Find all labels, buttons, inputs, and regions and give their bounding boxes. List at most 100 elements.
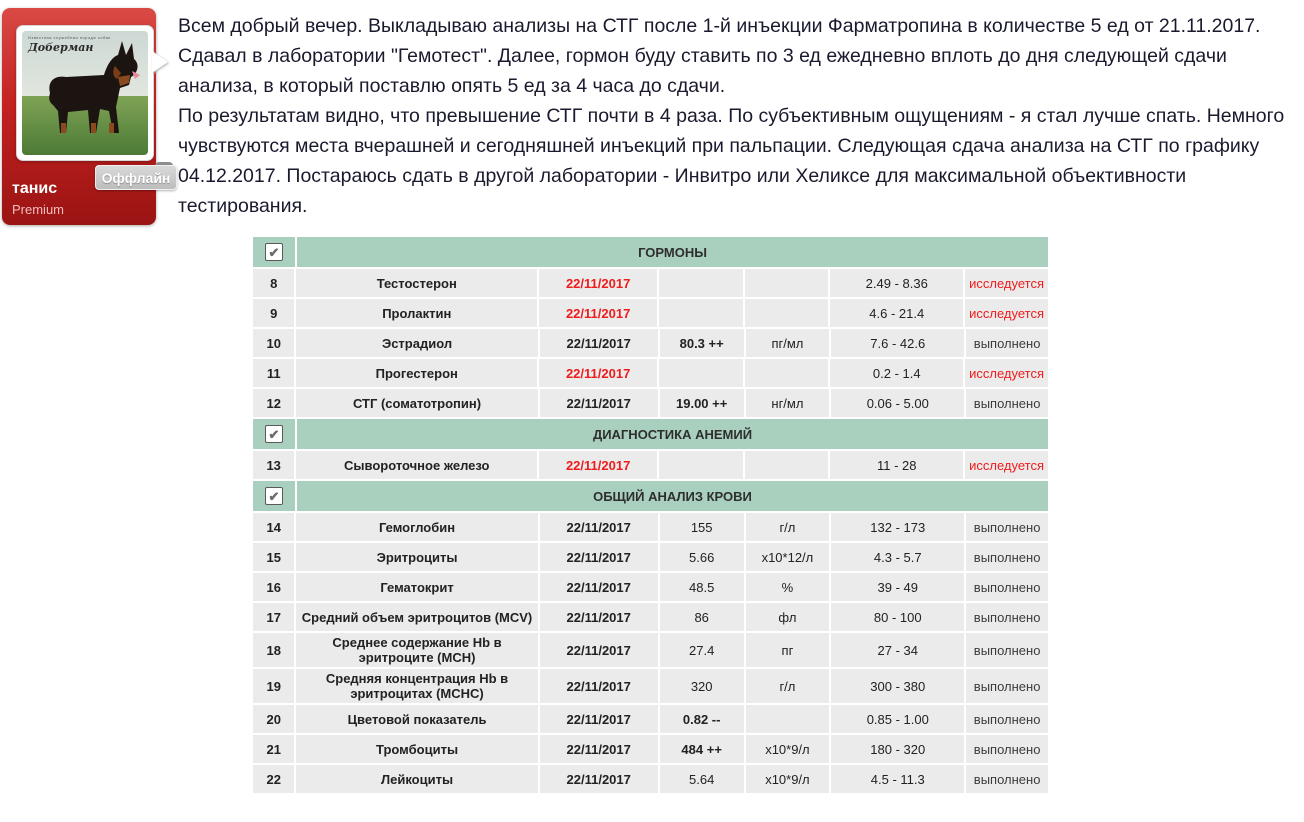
- author-premium-badge: Premium: [12, 202, 65, 217]
- result-value: [659, 299, 743, 327]
- sample-date: 22/11/2017: [539, 389, 658, 417]
- table-row[interactable]: 22 Лейкоциты 22/11/2017 5.64 х10*9/л 4.5 - 11…: [253, 765, 1049, 793]
- result-value: 484 ++: [659, 735, 744, 763]
- reference-range: 39 - 49: [831, 573, 965, 601]
- checkbox-checked-icon[interactable]: ✔: [265, 425, 283, 443]
- row-number: 15: [253, 543, 295, 571]
- sample-date: 22/11/2017: [539, 705, 658, 733]
- avatar-caption-small: Известная служебная порода собак: [28, 35, 111, 40]
- table-row[interactable]: 12 СТГ (соматотропин) 22/11/2017 19.00 ++ нг…: [253, 389, 1049, 417]
- section-header-row: ✔ ДИАГНОСТИКА АНЕМИЙ: [253, 419, 1048, 449]
- status-label: выполнено: [966, 765, 1049, 793]
- table-row[interactable]: 16 Гематокрит 22/11/2017 48.5% 39 - 49 выполн…: [253, 573, 1049, 601]
- analyte-name: СТГ (соматотропин): [296, 389, 538, 417]
- analyte-name: Тромбоциты: [296, 735, 538, 763]
- unit: [744, 359, 829, 387]
- status-label: выполнено: [966, 705, 1049, 733]
- sample-date: 22/11/2017: [539, 603, 658, 631]
- status-label: исследуется: [965, 359, 1048, 387]
- analyte-name: Пролактин: [296, 299, 538, 327]
- section-title: ГОРМОНЫ: [297, 237, 1048, 267]
- section-checkbox-cell: ✔: [253, 481, 295, 511]
- row-number: 12: [253, 389, 295, 417]
- author-card: Известная служебная порода собак Доберма…: [2, 8, 177, 225]
- unit: [744, 269, 829, 297]
- post-body: Всем добрый вечер. Выкладываю анализы на…: [178, 11, 1296, 221]
- table-row[interactable]: 14 Гемоглобин 22/11/2017 155 г/л 132 - 173 вып…: [253, 513, 1049, 541]
- table-row[interactable]: 17 Средний объем эритроцитов (MCV) 22/11/2…: [253, 603, 1049, 631]
- result-value: 5.66: [659, 543, 744, 571]
- table-row[interactable]: 20 Цветовой показатель 22/11/2017 0.82 -- 0.…: [253, 705, 1049, 733]
- status-label: выполнено: [966, 573, 1049, 601]
- analyte-name: Сывороточное железо: [296, 451, 538, 479]
- reference-range: 4.3 - 5.7: [831, 543, 965, 571]
- row-number: 8: [253, 269, 295, 297]
- analyte-name: Гемоглобин: [296, 513, 538, 541]
- analyte-name: Цветовой показатель: [296, 705, 538, 733]
- result-value: [659, 451, 743, 479]
- analyte-name: Эстрадиол: [296, 329, 538, 357]
- checkbox-checked-icon[interactable]: ✔: [265, 243, 283, 261]
- result-value: 86: [659, 603, 744, 631]
- analyte-name: Лейкоциты: [296, 765, 538, 793]
- row-number: 17: [253, 603, 295, 631]
- table-row[interactable]: 8 Тестостерон 22/11/2017 2.49 - 8.36 исследу…: [253, 269, 1048, 297]
- result-value: 80.3 ++: [659, 329, 744, 357]
- table-row[interactable]: 15 Эритроциты 22/11/2017 5.66 х10*12/л 4.3 - …: [253, 543, 1049, 571]
- sample-date: 22/11/2017: [539, 299, 658, 327]
- result-value: 0.82 --: [659, 705, 744, 733]
- post-text-paragraph: Всем добрый вечер. Выкладываю анализы на…: [178, 15, 1261, 97]
- speech-bubble-tail: [152, 51, 168, 73]
- reference-range: 180 - 320: [831, 735, 965, 763]
- table-row[interactable]: 11 Прогестерон 22/11/2017 0.2 - 1.4 исследуе…: [253, 359, 1048, 387]
- status-label: исследуется: [965, 451, 1048, 479]
- unit: пг/мл: [745, 329, 830, 357]
- table-row[interactable]: 19 Средняя концентрация Hb в эритроцитах …: [253, 669, 1049, 703]
- status-label: исследуется: [965, 299, 1048, 327]
- status-label: выполнено: [966, 633, 1049, 667]
- author-username[interactable]: танис: [12, 180, 58, 197]
- unit: пг: [745, 633, 830, 667]
- post-text-paragraph: По результатам видно, что превышение СТГ…: [178, 105, 1285, 217]
- result-value: 48.5: [659, 573, 744, 601]
- unit: х10*9/л: [745, 735, 830, 763]
- unit: %: [745, 573, 830, 601]
- reference-range: 4.6 - 21.4: [830, 299, 964, 327]
- lab-results-table: ✔ ГОРМОНЫ 8 Тестостерон 22/11/2017 2.49 - 8.3…: [253, 237, 1049, 793]
- status-label: выполнено: [966, 603, 1049, 631]
- reference-range: 0.06 - 5.00: [831, 389, 965, 417]
- result-value: [659, 359, 743, 387]
- result-value: 19.00 ++: [659, 389, 744, 417]
- doberman-photo-illustration: [22, 31, 148, 155]
- table-row[interactable]: 13 Сывороточное железо 22/11/2017 11 - 28 ис…: [253, 451, 1048, 479]
- result-value: 155: [659, 513, 744, 541]
- sample-date: 22/11/2017: [539, 513, 658, 541]
- avatar[interactable]: Известная служебная порода собак Доберма…: [22, 31, 148, 155]
- row-number: 9: [253, 299, 295, 327]
- sample-date: 22/11/2017: [539, 669, 658, 703]
- row-number: 16: [253, 573, 295, 601]
- status-badge: Оффлайн: [95, 165, 177, 190]
- checkbox-checked-icon[interactable]: ✔: [265, 487, 283, 505]
- row-number: 10: [253, 329, 295, 357]
- reference-range: 2.49 - 8.36: [830, 269, 964, 297]
- status-label: выполнено: [966, 543, 1049, 571]
- section-header-row: ✔ ОБЩИЙ АНАЛИЗ КРОВИ: [253, 481, 1048, 511]
- unit: г/л: [745, 669, 830, 703]
- row-number: 19: [253, 669, 295, 703]
- result-value: 27.4: [659, 633, 744, 667]
- sample-date: 22/11/2017: [539, 765, 658, 793]
- analyte-name: Гематокрит: [296, 573, 538, 601]
- result-value: [659, 269, 743, 297]
- table-row[interactable]: 10 Эстрадиол 22/11/2017 80.3 ++ пг/мл 7.6 - 4…: [253, 329, 1049, 357]
- unit: г/л: [745, 513, 830, 541]
- row-number: 13: [253, 451, 295, 479]
- section-checkbox-cell: ✔: [253, 419, 295, 449]
- sample-date: 22/11/2017: [539, 451, 658, 479]
- table-row[interactable]: 9 Пролактин 22/11/2017 4.6 - 21.4 исследуетс…: [253, 299, 1048, 327]
- table-row[interactable]: 21 Тромбоциты 22/11/2017 484 ++ х10*9/л 180 -…: [253, 735, 1049, 763]
- analyte-name: Прогестерон: [296, 359, 538, 387]
- table-row[interactable]: 18 Среднее содержание Hb в эритроците (MC…: [253, 633, 1049, 667]
- section-checkbox-cell: ✔: [253, 237, 295, 267]
- sample-date: 22/11/2017: [539, 633, 658, 667]
